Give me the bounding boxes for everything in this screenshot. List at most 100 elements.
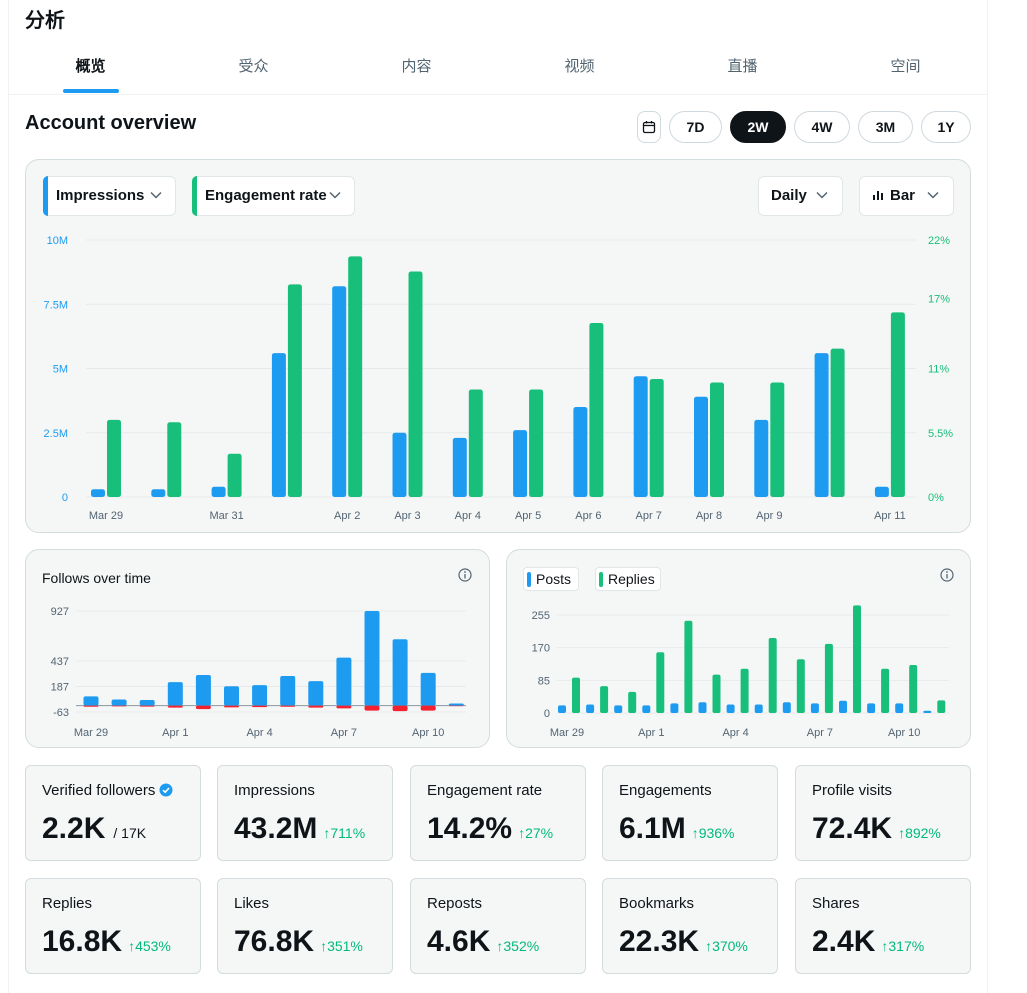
chevron-down-icon (329, 191, 341, 199)
posts-bar (642, 705, 651, 713)
y-tick-label: 0 (544, 708, 550, 720)
unfollows-bar (308, 705, 324, 708)
stat-card-replies[interactable]: Replies 16.8K ↑453% (25, 878, 201, 974)
follows-panel: Follows over time 927 437 187 -63 Mar 29 Apr … (25, 549, 490, 748)
follows-title: Follows over time (42, 570, 151, 586)
y-right-tick-label: 22% (928, 235, 950, 247)
stat-value: 76.8K (234, 925, 315, 958)
legend-swatch (599, 572, 603, 587)
stat-card-reposts[interactable]: Reposts 4.6K ↑352% (410, 878, 586, 974)
x-tick-label: Apr 4 (246, 727, 272, 739)
replies-bar (824, 643, 833, 713)
arrow-up-icon: ↑ (496, 938, 504, 954)
posts-replies-panel: Posts Replies 255 170 85 0 Mar 29 Apr 1 Apr 4 A… (506, 549, 971, 748)
replies-bar (740, 668, 749, 713)
stat-card-shares[interactable]: Shares 2.4K ↑317% (795, 878, 971, 974)
y-left-tick-label: 5M (53, 364, 68, 376)
posts-bar (754, 704, 763, 713)
stat-delta: ↑27% (518, 825, 553, 841)
stat-card-engagements[interactable]: Engagements 6.1M ↑936% (602, 765, 778, 861)
x-tick-label: Apr 6 (575, 510, 601, 522)
unfollows-bar (420, 705, 436, 711)
metric-right-dropdown[interactable]: Engagement rate (192, 176, 355, 216)
tab-bar: 概览 受众 内容 视频 直播 空间 (9, 44, 987, 95)
granularity-dropdown[interactable]: Daily (758, 176, 843, 216)
x-tick-label: Apr 5 (515, 510, 541, 522)
x-tick-label: Apr 2 (334, 510, 360, 522)
chart-type-dropdown[interactable]: Bar (859, 176, 954, 216)
follows-bar (111, 699, 127, 706)
y-right-tick-label: 0% (928, 492, 944, 504)
stat-card-impressions[interactable]: Impressions 43.2M ↑711% (217, 765, 393, 861)
info-icon[interactable] (458, 568, 472, 582)
posts-bar (867, 703, 876, 713)
series-color-swatch (43, 176, 48, 216)
legend-posts-label: Posts (536, 571, 572, 587)
replies-bar (768, 638, 777, 713)
follows-bar (364, 611, 380, 706)
x-tick-label: Apr 7 (331, 727, 357, 739)
unfollows-bar (83, 705, 99, 707)
posts-bar (923, 710, 932, 713)
tab-spaces[interactable]: 空间 (890, 58, 921, 75)
follows-bar (167, 682, 183, 706)
tab-overview[interactable]: 概览 (75, 58, 106, 75)
stat-card-profile-visits[interactable]: Profile visits 72.4K ↑892% (795, 765, 971, 861)
stat-delta: ↑453% (128, 938, 171, 954)
range-2w-button[interactable]: 2W (730, 111, 786, 143)
unfollows-bar (392, 705, 408, 712)
metric-right-label: Engagement rate (205, 187, 327, 204)
tab-live[interactable]: 直播 (727, 58, 758, 75)
stat-value: 6.1M (619, 812, 686, 845)
stat-value-row: 2.4K ↑317% (812, 925, 924, 959)
engagement-rate-bar (287, 284, 302, 497)
replies-bar (937, 700, 946, 713)
replies-bar (656, 652, 665, 713)
verified-badge-icon (159, 783, 173, 797)
calendar-icon (642, 121, 656, 134)
range-1y-button[interactable]: 1Y (921, 111, 971, 143)
unfollows-bar (167, 705, 183, 708)
posts-bar (698, 702, 707, 713)
info-icon[interactable] (940, 568, 954, 582)
stat-value-row: 6.1M ↑936% (619, 812, 735, 846)
tab-content[interactable]: 内容 (401, 58, 432, 75)
range-4w-button[interactable]: 4W (794, 111, 850, 143)
stat-value: 72.4K (812, 812, 893, 845)
stat-card-verified-followers[interactable]: Verified followers 2.2K / 17K (25, 765, 201, 861)
stat-value: 22.3K (619, 925, 700, 958)
x-tick-label: Apr 7 (636, 510, 662, 522)
x-tick-label: Apr 7 (807, 727, 833, 739)
stat-card-likes[interactable]: Likes 76.8K ↑351% (217, 878, 393, 974)
impressions-bar (874, 486, 889, 497)
arrow-up-icon: ↑ (518, 825, 526, 841)
stat-card-engagement-rate[interactable]: Engagement rate 14.2% ↑27% (410, 765, 586, 861)
calendar-button[interactable] (637, 111, 661, 143)
stat-card-bookmarks[interactable]: Bookmarks 22.3K ↑370% (602, 878, 778, 974)
stat-delta-value: 317% (888, 938, 925, 954)
legend-replies[interactable]: Replies (595, 567, 661, 591)
stat-value: 43.2M (234, 812, 318, 845)
stat-value-row: 22.3K ↑370% (619, 925, 748, 959)
metric-left-dropdown[interactable]: Impressions (43, 176, 176, 216)
range-7d-button[interactable]: 7D (669, 111, 722, 143)
x-tick-label: Apr 8 (696, 510, 722, 522)
stat-label: Engagements (619, 782, 712, 799)
unfollows-bar (195, 705, 211, 710)
y-left-tick-label: 10M (47, 235, 68, 247)
follows-bar (252, 685, 268, 706)
tab-video[interactable]: 视频 (564, 58, 595, 75)
range-3m-button[interactable]: 3M (858, 111, 913, 143)
y-tick-label: 85 (538, 675, 550, 687)
y-tick-label: 437 (51, 656, 69, 668)
x-tick-label: Apr 10 (412, 727, 444, 739)
engagement-rate-bar (227, 453, 242, 497)
y-tick-label: 170 (532, 643, 550, 655)
stat-label: Likes (234, 895, 270, 912)
stat-label: Shares (812, 895, 860, 912)
unfollows-bar (336, 705, 352, 709)
tab-audience[interactable]: 受众 (238, 58, 269, 75)
metric-left-label: Impressions (56, 187, 145, 204)
legend-posts[interactable]: Posts (523, 567, 579, 591)
legend-replies-label: Replies (608, 571, 655, 587)
